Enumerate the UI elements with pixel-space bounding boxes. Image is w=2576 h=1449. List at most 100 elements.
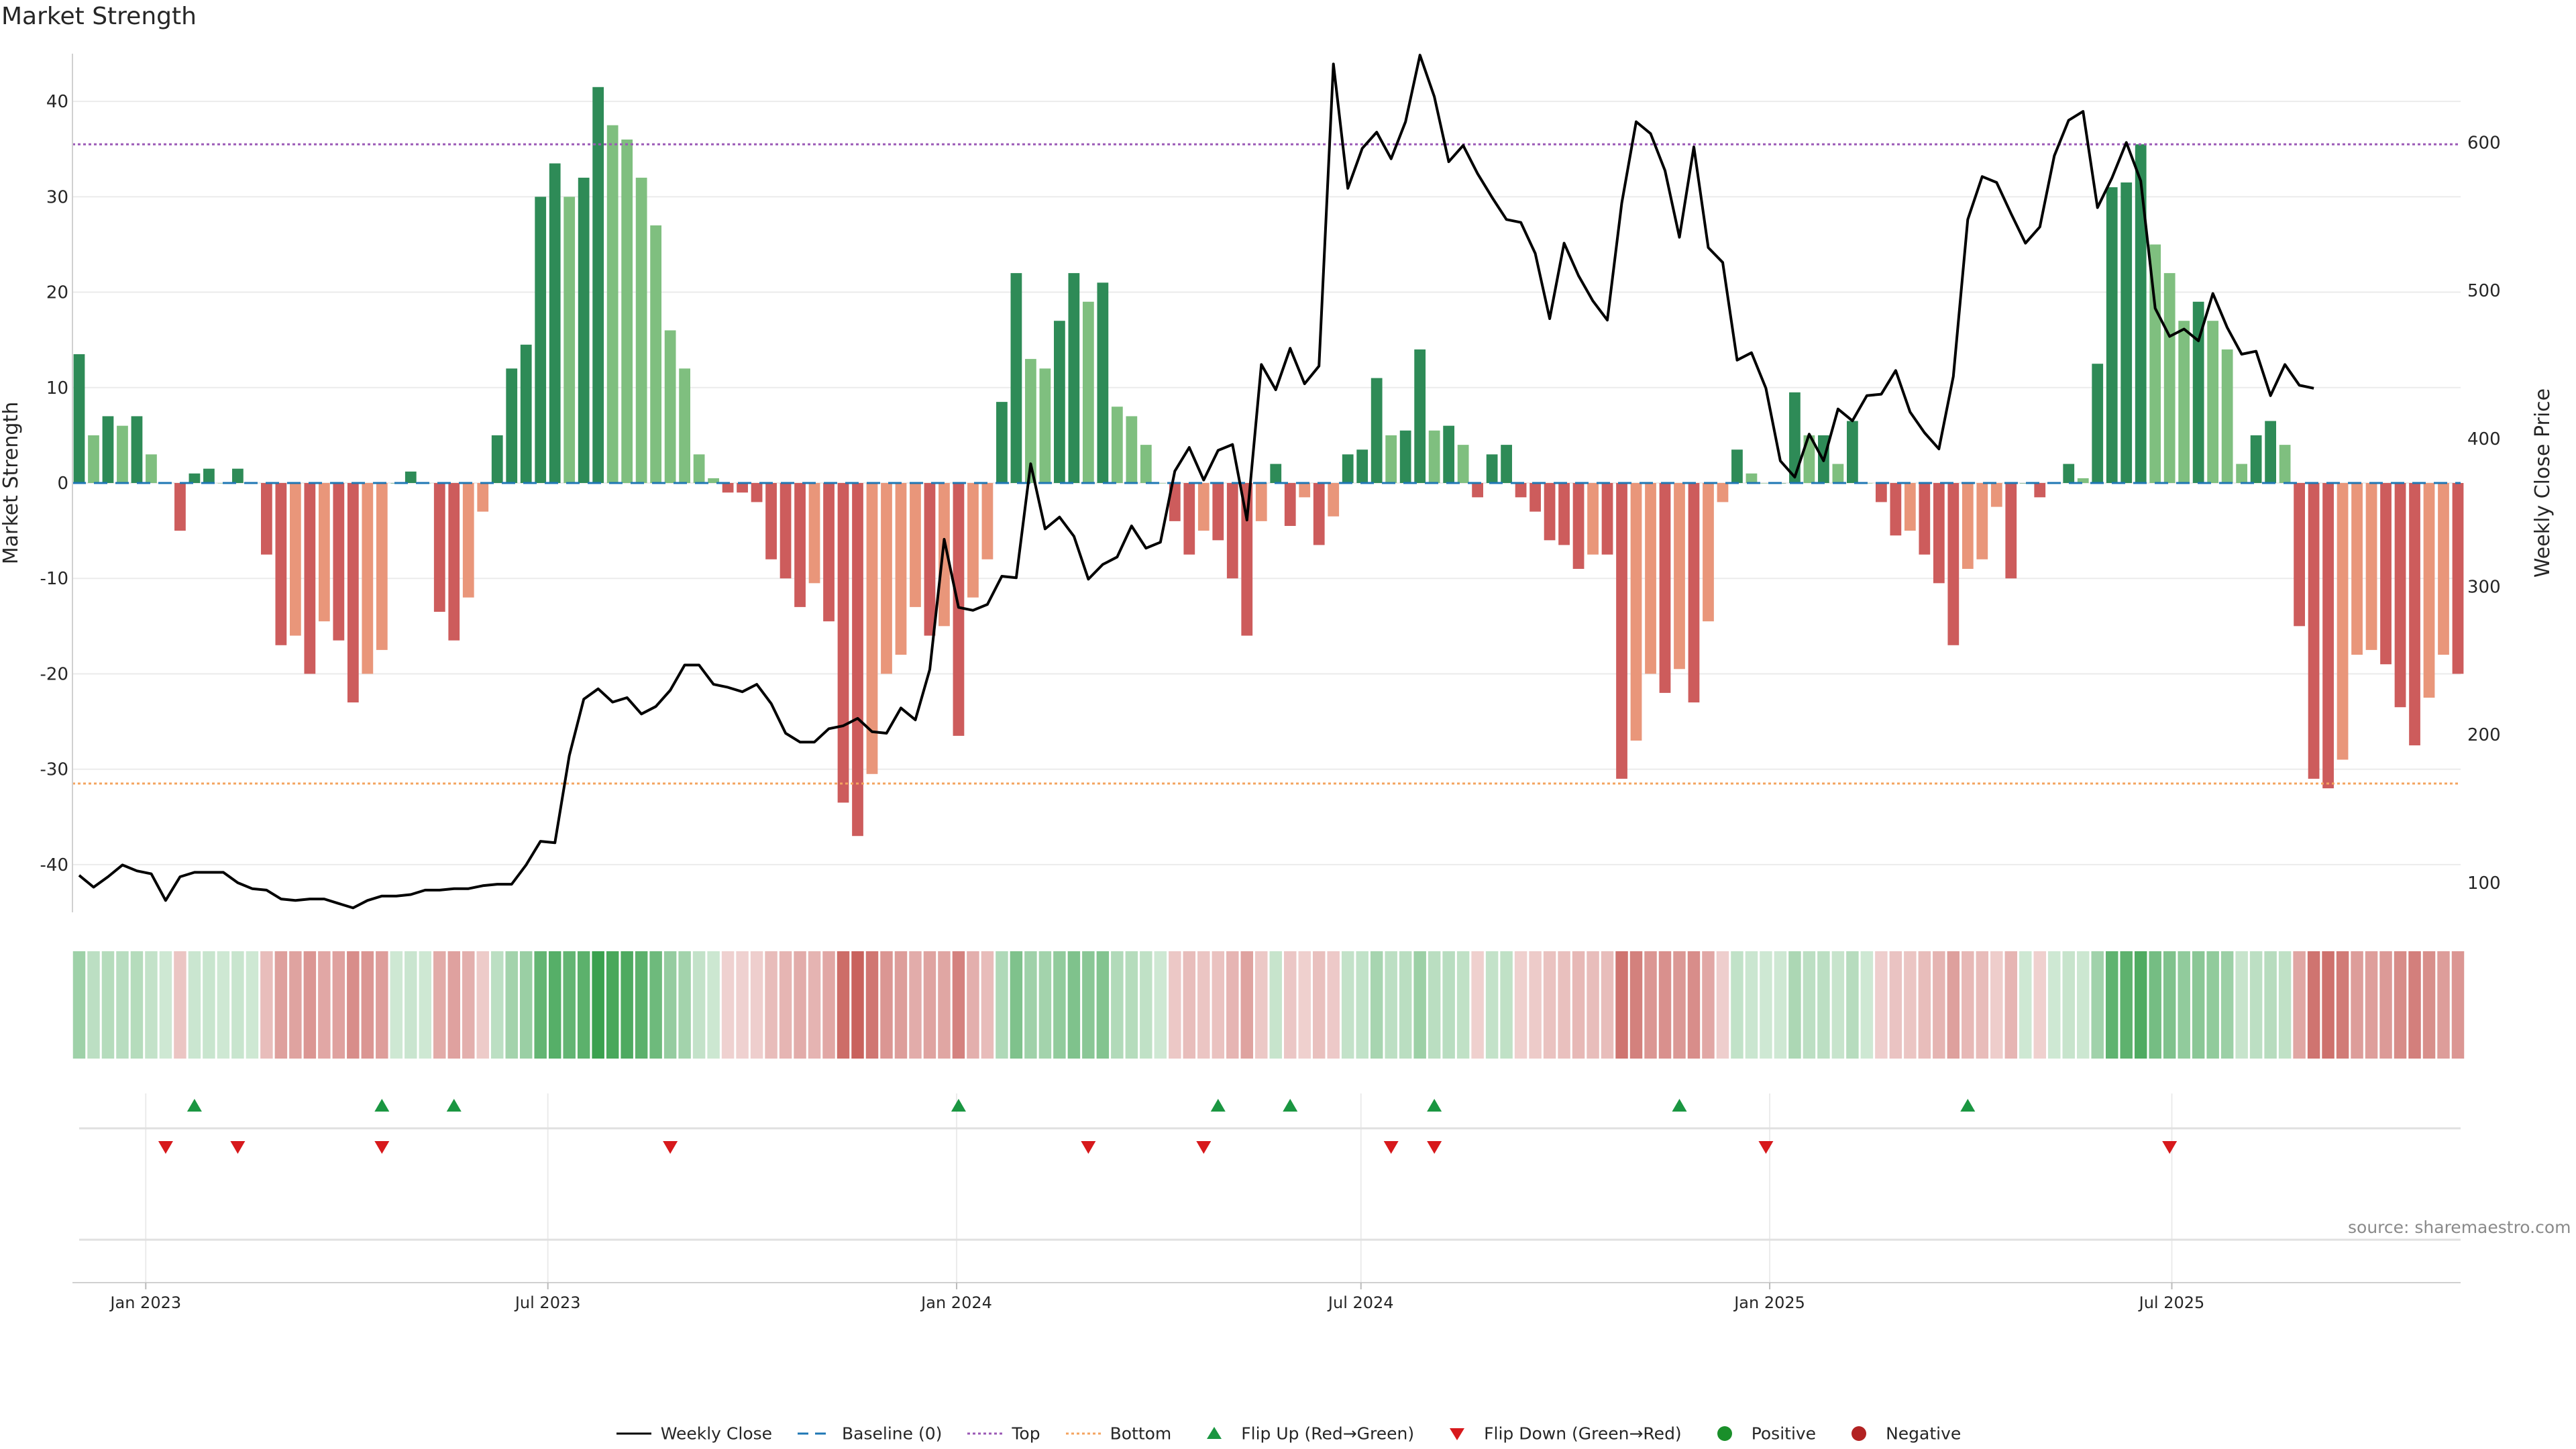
x-tick-label: Jul 2023 <box>514 1293 581 1312</box>
strength-bar <box>2221 349 2233 483</box>
strength-bar <box>1399 430 1411 483</box>
heatmap-cell <box>1687 951 1701 1059</box>
heatmap-cell <box>1860 951 1874 1059</box>
heatmap-cell <box>880 951 893 1059</box>
strength-bar <box>2207 321 2219 483</box>
strength-bar <box>967 483 979 598</box>
strength-bar <box>866 483 878 774</box>
strength-bar <box>2236 464 2248 483</box>
heatmap-cell <box>534 951 547 1059</box>
heatmap-cell <box>1572 951 1585 1059</box>
heatmap-cell <box>2235 951 2248 1059</box>
x-tick-label: Jan 2024 <box>920 1293 992 1312</box>
strength-bar <box>1962 483 1974 569</box>
strength-bar <box>1068 273 1080 483</box>
strength-bar <box>938 483 950 627</box>
strength-bar <box>852 483 863 837</box>
heatmap-cell <box>822 951 835 1059</box>
strength-bar <box>1082 301 1094 483</box>
heatmap-cell <box>1024 951 1037 1059</box>
heatmap-cell <box>649 951 662 1059</box>
strength-bar <box>2005 483 2017 579</box>
strength-bar <box>564 197 576 483</box>
y-tick-label: -20 <box>40 664 68 684</box>
legend-item-bottom: Bottom <box>1065 1423 1171 1443</box>
heatmap-cell <box>765 951 777 1059</box>
flip-up-marker <box>186 1099 202 1112</box>
heatmap-cell <box>246 951 259 1059</box>
strength-bar <box>2409 483 2420 746</box>
legend: Weekly Close Baseline (0) Top Bottom Flip Up… <box>0 1422 2576 1443</box>
heatmap-cell <box>1702 951 1715 1059</box>
heatmap-cell <box>663 951 677 1059</box>
flip-up-marker <box>1672 1099 1687 1112</box>
strength-bar <box>2322 483 2334 789</box>
heatmap-cell <box>1514 951 1527 1059</box>
strength-bar <box>462 483 474 598</box>
heatmap-cell <box>1644 951 1657 1059</box>
strength-bar <box>2294 483 2305 627</box>
axes: -40 -30 -20 -10 0 10 20 30 40 100 200 300 400 500 600 M… <box>0 54 2555 912</box>
heatmap-cell <box>563 951 576 1059</box>
heatmap-cell <box>621 951 633 1059</box>
heatmap-cell <box>2351 951 2363 1059</box>
strength-bar <box>1097 282 1109 483</box>
strength-bar <box>174 483 186 531</box>
strength-bar <box>737 483 748 493</box>
heatmap-cell <box>1413 951 1426 1059</box>
strength-bar <box>2106 187 2118 483</box>
strength-bar <box>2077 478 2089 483</box>
strength-bar <box>981 483 994 559</box>
heatmap-cell <box>1356 951 1368 1059</box>
strength-bar <box>722 483 734 493</box>
legend-item-flip-down: Flip Down (Green→Red) <box>1438 1423 1682 1443</box>
strength-bar <box>1241 483 1253 636</box>
strength-bar <box>376 483 388 650</box>
flip-markers <box>79 1093 2461 1283</box>
chart-title: Market Strength <box>1 3 197 30</box>
strength-bar <box>1183 483 1195 555</box>
heatmap-cell <box>1226 951 1239 1059</box>
heatmap-cell <box>376 951 388 1059</box>
y-axis-label: Market Strength <box>0 402 23 564</box>
heatmap-cell <box>188 951 201 1059</box>
heatmap-cell <box>692 951 706 1059</box>
strength-bar <box>203 468 215 483</box>
heatmap-cell <box>1442 951 1455 1059</box>
strength-bar <box>780 483 792 579</box>
strength-bar <box>289 483 301 636</box>
strength-bar <box>693 454 705 483</box>
strength-bar <box>794 483 806 607</box>
strength-bar <box>1270 464 1282 483</box>
heatmap-cell <box>1240 951 1254 1059</box>
strength-bar <box>1976 483 1988 559</box>
weekly-close-legend-icon <box>616 1432 651 1435</box>
strength-bar <box>664 330 676 483</box>
strength-bar <box>1544 483 1556 541</box>
heatmap-cell <box>1197 951 1210 1059</box>
heatmap-cell <box>967 951 979 1059</box>
heatmap-cell <box>1990 951 2003 1059</box>
positive-legend-icon <box>1717 1426 1732 1441</box>
heatmap-cell <box>1385 951 1397 1059</box>
strength-bar <box>73 354 85 483</box>
strength-bar <box>1558 483 1570 545</box>
heatmap-cell <box>548 951 561 1059</box>
heatmap-cell <box>145 951 158 1059</box>
strength-bar <box>996 402 1008 483</box>
strength-bar <box>2250 435 2262 483</box>
heatmap-cell <box>1212 951 1225 1059</box>
heatmap-cell <box>1601 951 1614 1059</box>
strength-bar <box>1443 425 1455 483</box>
legend-label: Negative <box>1886 1424 1962 1444</box>
strength-bar <box>2092 364 2104 483</box>
heatmap-cell <box>808 951 821 1059</box>
heatmap-cell <box>2379 951 2392 1059</box>
heatmap-cell <box>390 951 403 1059</box>
x-tick-label: Jan 2023 <box>109 1293 181 1312</box>
y-tick-label: -10 <box>40 569 68 589</box>
heatmap-cell <box>1774 951 1787 1059</box>
heatmap-cell <box>2019 951 2032 1059</box>
heatmap-cell <box>2206 951 2219 1059</box>
strength-bar <box>1717 483 1729 502</box>
